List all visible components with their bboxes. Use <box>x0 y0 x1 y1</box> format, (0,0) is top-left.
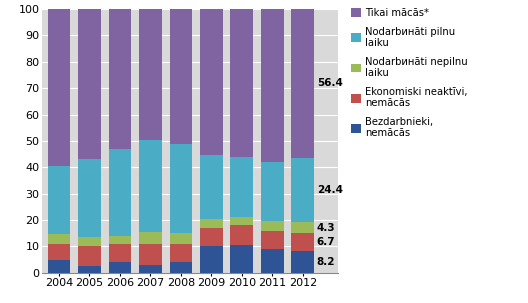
Bar <box>291 158 314 222</box>
Bar <box>261 249 284 273</box>
Bar <box>169 244 192 262</box>
Bar <box>261 221 284 231</box>
Bar <box>48 259 70 273</box>
Bar <box>78 246 101 266</box>
Text: 24.4: 24.4 <box>317 185 343 195</box>
Bar <box>230 157 253 217</box>
Bar <box>139 9 162 140</box>
Bar <box>139 244 162 265</box>
Bar <box>230 245 253 273</box>
Bar <box>230 225 253 245</box>
Legend: Tikai mācās*, Nodarbинāti pilnu
laiku, Nodarbинāti nepilnu
laiku, Ekonomiski nea: Tikai mācās*, Nodarbинāti pilnu laiku, N… <box>351 8 467 138</box>
Text: 4.3: 4.3 <box>317 223 335 233</box>
Bar <box>48 166 70 235</box>
Bar <box>48 235 70 244</box>
Bar <box>200 228 223 246</box>
Bar <box>48 244 70 259</box>
Bar <box>169 144 192 233</box>
Bar <box>200 246 223 273</box>
Bar <box>291 233 314 251</box>
Bar <box>109 236 131 244</box>
Bar <box>200 9 223 155</box>
Bar <box>261 162 284 221</box>
Bar <box>291 222 314 233</box>
Bar <box>139 232 162 244</box>
Text: 56.4: 56.4 <box>317 78 343 88</box>
Bar <box>169 233 192 244</box>
Text: 6.7: 6.7 <box>317 237 335 247</box>
Bar <box>109 9 131 149</box>
Bar <box>78 266 101 273</box>
Bar <box>139 140 162 232</box>
Bar <box>200 219 223 228</box>
Bar <box>200 155 223 219</box>
Text: 8.2: 8.2 <box>317 257 335 267</box>
Bar <box>261 231 284 249</box>
Bar <box>109 149 131 236</box>
Bar <box>169 9 192 144</box>
Bar <box>48 9 70 166</box>
Bar <box>169 262 192 273</box>
Bar <box>230 217 253 225</box>
Bar <box>78 159 101 237</box>
Bar <box>230 9 253 157</box>
Bar <box>139 265 162 273</box>
Bar <box>78 237 101 246</box>
Bar <box>109 262 131 273</box>
Bar <box>78 9 101 159</box>
Bar <box>109 244 131 262</box>
Bar <box>291 251 314 273</box>
Bar <box>261 9 284 162</box>
Bar <box>291 9 314 158</box>
